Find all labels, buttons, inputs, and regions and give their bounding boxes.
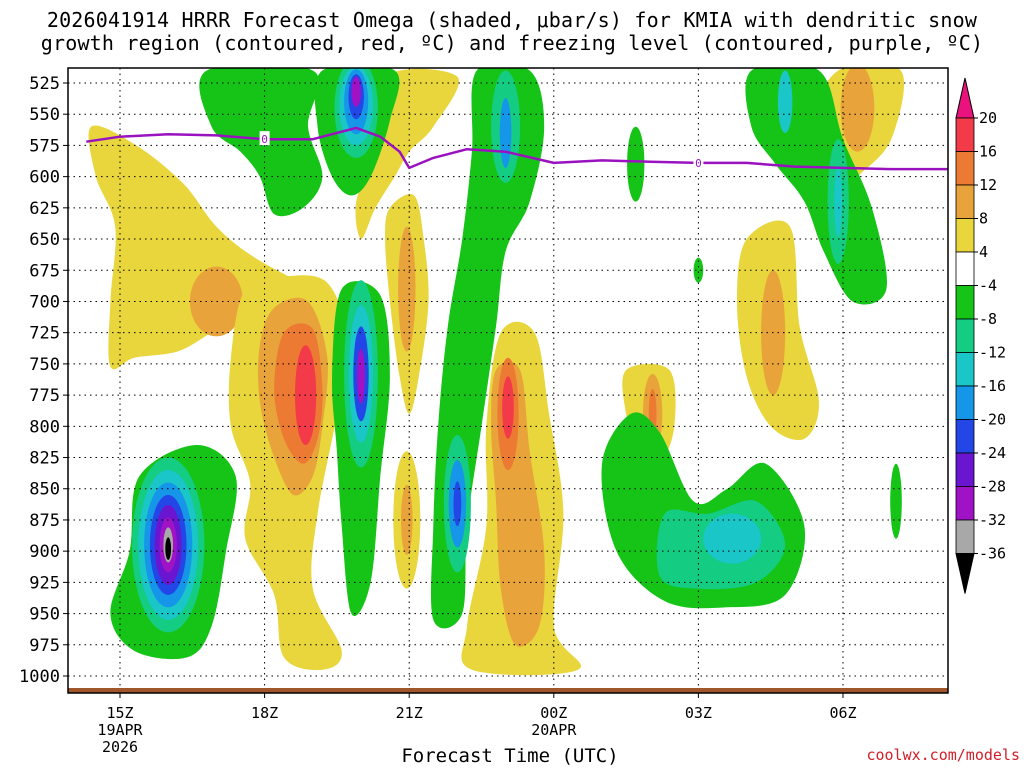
colorbar-bin-7 xyxy=(955,352,975,387)
xtick-label-06Z: 06Z xyxy=(829,704,856,722)
xtick-label-03Z: 03Z xyxy=(685,704,712,722)
colorbar-label-1: 16 xyxy=(979,143,997,161)
ytick-label-800: 800 xyxy=(29,417,60,437)
ytick-label-650: 650 xyxy=(29,230,60,250)
colorbar-label-13: -36 xyxy=(979,545,1006,563)
freezing-label-bg-1 xyxy=(693,154,704,169)
colorbar-label-4: 4 xyxy=(979,243,988,261)
colorbar-bin-3 xyxy=(955,218,975,253)
colorbar-top-arrow xyxy=(955,77,975,119)
neg12-05z-upper xyxy=(777,70,793,133)
plot-area: 00 xyxy=(68,68,948,693)
neg36-16z xyxy=(165,537,172,560)
colorbar-bin-11 xyxy=(955,486,975,521)
ytick-label-550: 550 xyxy=(29,105,60,125)
ytick-label-950: 950 xyxy=(29,605,60,625)
neg4-0130z xyxy=(627,126,645,202)
freezing-label-1: 0 xyxy=(695,157,702,170)
neg12-03z xyxy=(703,513,762,564)
colorbar-label-8: -16 xyxy=(979,377,1006,395)
freezing-label-bg-0 xyxy=(259,131,270,146)
ytick-label-525: 525 xyxy=(29,74,60,94)
xtick-label-00Z: 00Z xyxy=(540,704,567,722)
ytick-label-925: 925 xyxy=(29,573,60,593)
ytick-label-850: 850 xyxy=(29,480,60,500)
colorbar-bin-9 xyxy=(955,419,975,454)
ytick-label-675: 675 xyxy=(29,261,60,281)
gridlines xyxy=(68,68,948,693)
pos16-23z xyxy=(502,376,514,439)
colorbar-label-6: -8 xyxy=(979,310,997,328)
ytick-label-875: 875 xyxy=(29,511,60,531)
colorbar-bin-5 xyxy=(955,285,975,320)
colorbar-label-3: 8 xyxy=(979,210,988,228)
neg4-05z xyxy=(745,68,887,305)
ytick-label-900: 900 xyxy=(29,542,60,562)
ytick-label-750: 750 xyxy=(29,355,60,375)
colorbar-bin-0 xyxy=(955,117,975,152)
xtick-year-15Z: 2026 xyxy=(102,738,138,756)
ytick-label-625: 625 xyxy=(29,199,60,219)
colorbar-label-7: -12 xyxy=(979,344,1006,362)
colorbar-bin-6 xyxy=(955,318,975,353)
neg16-23z-upper xyxy=(499,98,512,168)
xtick-date-15Z: 19APR xyxy=(97,721,143,739)
plot-frame xyxy=(67,67,949,694)
pos8-21z-low xyxy=(401,485,413,555)
x-axis-label: Forecast Time (UTC) xyxy=(401,745,619,767)
neg28-upper-20z xyxy=(351,76,361,107)
neg20-22z xyxy=(453,481,462,527)
omega-shading xyxy=(88,68,905,676)
freezing-label-0: 0 xyxy=(261,133,268,146)
chart-title-line-1: 2026041914 HRRR Forecast Omega (shaded, … xyxy=(46,8,978,32)
colorbar-label-11: -28 xyxy=(979,478,1006,496)
freezing-level-line xyxy=(86,126,948,171)
colorbar-label-0: 20 xyxy=(979,109,997,127)
neg28-20z xyxy=(357,348,365,404)
colorbar-bin-8 xyxy=(955,385,975,420)
xtick-label-15Z: 15Z xyxy=(106,704,133,722)
colorbar-bin-1 xyxy=(955,151,975,186)
ytick-label-700: 700 xyxy=(29,292,60,312)
colorbar-label-2: 12 xyxy=(979,176,997,194)
pos8-upper-left xyxy=(189,266,243,337)
xtick-label-21Z: 21Z xyxy=(396,704,423,722)
colorbar-bottom-arrow xyxy=(955,553,975,594)
neg4-0700z xyxy=(890,463,902,539)
ytick-label-600: 600 xyxy=(29,168,60,188)
colorbar-bin-12 xyxy=(955,519,975,554)
colorbar-bin-10 xyxy=(955,452,975,487)
ytick-label-825: 825 xyxy=(29,449,60,469)
freezing-level-contour: 00 xyxy=(86,126,948,171)
ytick-label-775: 775 xyxy=(29,386,60,406)
neg4-0200z-dot xyxy=(693,257,704,283)
ytick-label-725: 725 xyxy=(29,324,60,344)
colorbar: 20 16 12 8 4 -4 -8 -12 -16 -20 -24 -28 -32 -36 xyxy=(955,77,1006,594)
colorbar-label-12: -32 xyxy=(979,511,1006,529)
colorbar-bin-4 xyxy=(955,251,975,286)
ground-surface xyxy=(68,688,948,693)
ytick-label-1000: 1000 xyxy=(19,667,60,687)
chart-title-line-2: growth region (contoured, red, ºC) and f… xyxy=(40,31,984,55)
xtick-label-18Z: 18Z xyxy=(251,704,278,722)
ytick-label-975: 975 xyxy=(29,636,60,656)
xtick-date-00Z: 20APR xyxy=(531,721,577,739)
pos8-06z xyxy=(840,68,875,152)
pos8-21z xyxy=(398,226,416,352)
y-axis-ticks: 525 550 575 600 625 650 675 700 725 750 775 800 825 8… xyxy=(19,74,68,687)
colorbar-bin-2 xyxy=(955,184,975,219)
colorbar-label-10: -24 xyxy=(979,444,1006,462)
neg12-05z xyxy=(834,166,842,237)
colorbar-label-9: -20 xyxy=(979,411,1006,429)
credit-link[interactable]: coolwx.com/models xyxy=(866,746,1020,764)
ytick-label-575: 575 xyxy=(29,136,60,156)
colorbar-label-5: -4 xyxy=(979,277,997,295)
